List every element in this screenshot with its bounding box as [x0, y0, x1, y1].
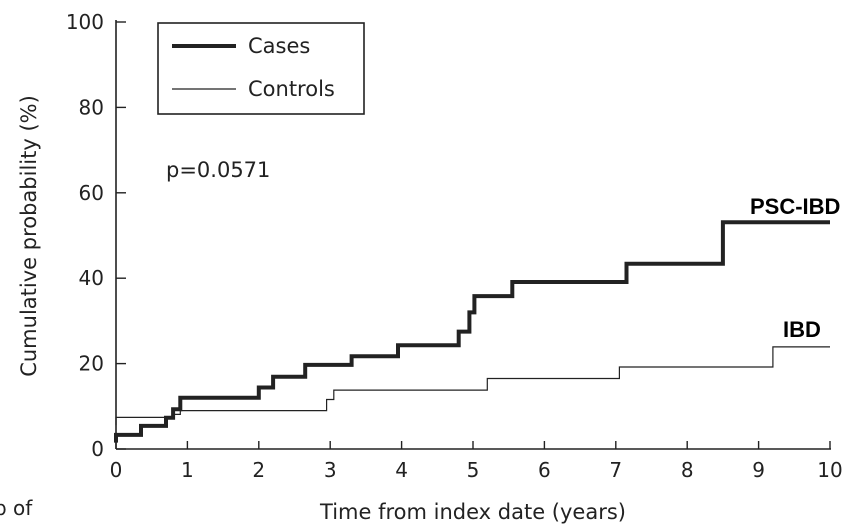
legend-label-cases: Cases: [248, 34, 310, 58]
x-tick-label: 7: [609, 458, 622, 482]
y-tick-label: 60: [79, 181, 104, 205]
legend-label-controls: Controls: [248, 77, 335, 101]
x-tick-label: 3: [324, 458, 337, 482]
p-value-annotation: p=0.0571: [166, 158, 270, 182]
series-line-cases: [114, 220, 830, 443]
x-tick-label: 9: [752, 458, 765, 482]
x-tick-label: 1: [181, 458, 194, 482]
y-tick-label: 100: [66, 10, 104, 34]
y-axis-label: Cumulative probability (%): [17, 95, 41, 377]
y-tick-label: 40: [79, 266, 104, 290]
x-tick-label: 4: [395, 458, 408, 482]
series-line-controls: [115, 346, 830, 426]
x-tick-label: 6: [538, 458, 551, 482]
legend-box: [157, 22, 365, 115]
x-tick-label: 8: [681, 458, 694, 482]
y-tick-label: 80: [79, 95, 104, 119]
x-tick-label: 10: [817, 458, 842, 482]
y-tick-label: 0: [91, 437, 104, 461]
series-lines: [114, 220, 830, 443]
x-tick-label: 5: [467, 458, 480, 482]
y-tick-label: 20: [79, 352, 104, 376]
x-axis-label: Time from index date (years): [319, 500, 626, 524]
x-tick-label: 0: [110, 458, 123, 482]
series-label-ibd: IBD: [783, 317, 821, 342]
series-label-psc-ibd: PSC-IBD: [750, 194, 840, 219]
x-tick-label: 2: [252, 458, 265, 482]
margin-text-fragment: p of: [0, 496, 33, 520]
legend: Cases Controls: [157, 22, 365, 115]
